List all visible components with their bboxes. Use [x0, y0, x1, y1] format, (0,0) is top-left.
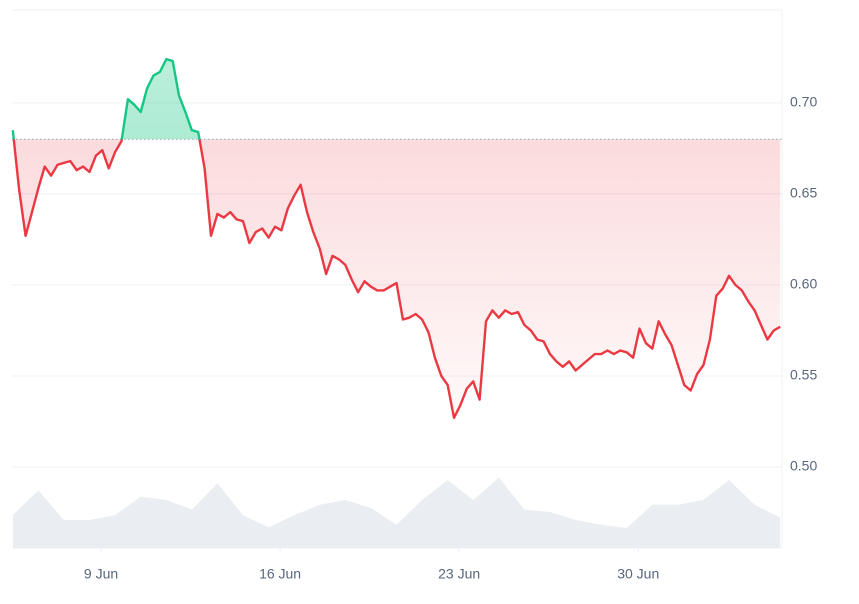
y-tick-label: 0.70 [790, 94, 817, 110]
volume-area [12, 477, 781, 548]
x-tick-label: 30 Jun [617, 566, 659, 582]
y-tick-label: 0.55 [790, 367, 817, 383]
y-tick-label: 0.65 [790, 185, 817, 201]
x-tick-label: 23 Jun [438, 566, 480, 582]
y-tick-label: 0.50 [790, 458, 817, 474]
y-tick-label: 0.60 [790, 276, 817, 292]
price-line [11, 58, 781, 419]
price-area [12, 59, 781, 418]
x-tick-label: 9 Jun [84, 566, 118, 582]
x-tick-label: 16 Jun [259, 566, 301, 582]
